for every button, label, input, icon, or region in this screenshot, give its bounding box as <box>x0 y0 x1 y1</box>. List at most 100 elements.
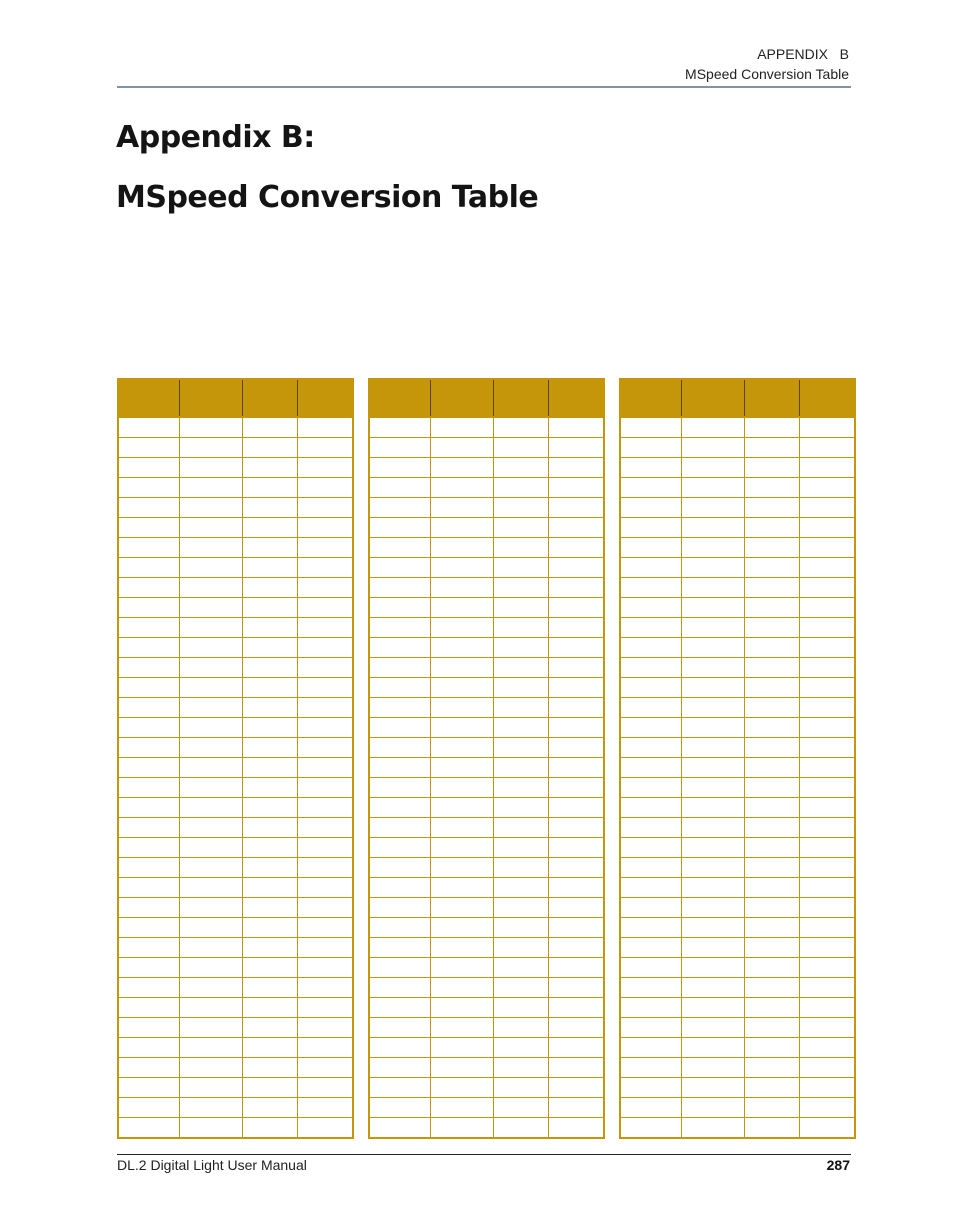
table-cell <box>117 877 180 898</box>
table-cell <box>297 557 354 578</box>
table-cell <box>493 1017 550 1038</box>
table-cell <box>117 637 180 658</box>
table-cell <box>117 497 180 518</box>
table-row <box>368 637 605 658</box>
table-row <box>117 937 354 958</box>
table-row <box>368 737 605 758</box>
table-cell <box>117 757 180 778</box>
table-cell <box>178 957 244 978</box>
table-cell <box>429 1077 495 1098</box>
table-cell <box>548 997 605 1018</box>
table-row <box>619 457 856 478</box>
table-cell <box>619 497 682 518</box>
table-row <box>117 837 354 858</box>
table-cell <box>744 1017 801 1038</box>
table-cell <box>178 416 244 438</box>
table-cell <box>429 697 495 718</box>
table-row <box>619 557 856 578</box>
table-cell <box>799 777 856 798</box>
table-cell <box>117 997 180 1018</box>
table-cell <box>680 877 746 898</box>
table-cell <box>117 557 180 578</box>
table-cell <box>493 1057 550 1078</box>
table-cell <box>744 497 801 518</box>
table-cell <box>744 757 801 778</box>
table-cell <box>242 877 299 898</box>
table-cell <box>619 537 682 558</box>
table-cell <box>619 737 682 758</box>
table-cell <box>548 577 605 598</box>
table-cell <box>117 697 180 718</box>
table-cell <box>178 737 244 758</box>
table-row <box>619 857 856 878</box>
table-cell <box>744 857 801 878</box>
table-row <box>619 497 856 518</box>
table-cell <box>619 837 682 858</box>
table-cell <box>493 797 550 818</box>
table-row <box>368 416 605 438</box>
table-row <box>117 517 354 538</box>
table-cell <box>619 1057 682 1078</box>
table-cell <box>799 1017 856 1038</box>
table-header-cell <box>620 379 682 418</box>
table-cell <box>429 757 495 778</box>
table-cell <box>799 617 856 638</box>
table-cell <box>493 857 550 878</box>
running-head-appendix: APPENDIX B <box>757 46 849 62</box>
table-cell <box>242 1037 299 1058</box>
table-cell <box>117 457 180 478</box>
table-cell <box>368 937 431 958</box>
table-cell <box>799 697 856 718</box>
table-cell <box>619 597 682 618</box>
table-cell <box>368 857 431 878</box>
table-header-cell <box>242 379 299 418</box>
table-cell <box>178 477 244 498</box>
table-cell <box>297 577 354 598</box>
table-header-cell <box>118 379 180 418</box>
table-cell <box>493 597 550 618</box>
table-cell <box>619 457 682 478</box>
table-cell <box>619 777 682 798</box>
table-row <box>368 757 605 778</box>
table-cell <box>744 797 801 818</box>
table-cell <box>178 1017 244 1038</box>
table-cell <box>242 437 299 458</box>
table-cell <box>548 857 605 878</box>
table-row <box>117 757 354 778</box>
table-row <box>117 1017 354 1038</box>
table-cell <box>493 577 550 598</box>
table-cell <box>493 977 550 998</box>
table-cell <box>799 457 856 478</box>
table-cell <box>117 717 180 738</box>
table-cell <box>799 857 856 878</box>
table-row <box>368 957 605 978</box>
table-row <box>117 717 354 738</box>
table-cell <box>619 617 682 638</box>
table-row <box>619 1097 856 1118</box>
table-cell <box>799 897 856 918</box>
table-cell <box>799 937 856 958</box>
table-cell <box>744 1037 801 1058</box>
conversion-table-1 <box>117 378 354 1139</box>
table-cell <box>744 977 801 998</box>
table-cell <box>799 537 856 558</box>
table-row <box>117 877 354 898</box>
table-cell <box>297 1077 354 1098</box>
table-cell <box>493 416 550 438</box>
table-cell <box>297 1097 354 1118</box>
table-cell <box>744 937 801 958</box>
table-cell <box>368 897 431 918</box>
table-cell <box>297 717 354 738</box>
table-row <box>368 597 605 618</box>
table-header-row <box>369 379 604 418</box>
table-cell <box>744 1097 801 1118</box>
table-cell <box>548 457 605 478</box>
table-row <box>619 1077 856 1098</box>
table-cell <box>429 837 495 858</box>
table-cell <box>493 877 550 898</box>
table-cell <box>368 837 431 858</box>
table-row <box>619 517 856 538</box>
table-cell <box>178 817 244 838</box>
table-cell <box>117 1017 180 1038</box>
table-cell <box>799 757 856 778</box>
